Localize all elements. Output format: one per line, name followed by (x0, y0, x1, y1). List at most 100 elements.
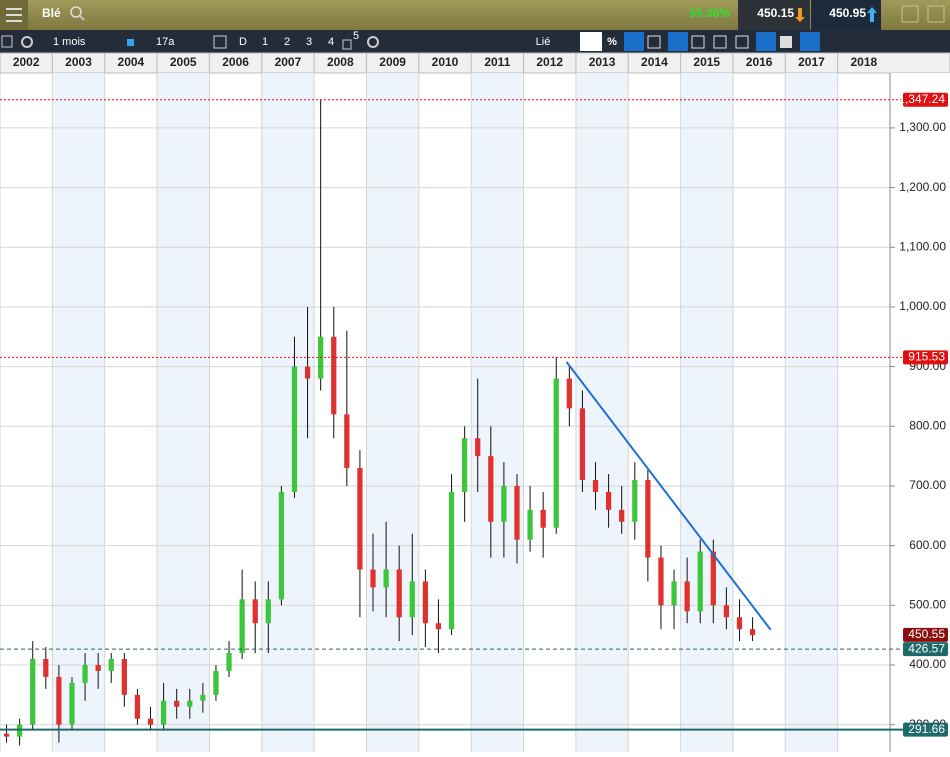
candle-body (448, 491, 455, 630)
search-icon[interactable] (70, 6, 85, 21)
grid-button[interactable] (1, 35, 13, 48)
range-button[interactable]: D (239, 36, 247, 48)
tool-button[interactable] (756, 32, 776, 51)
x-tick-label: 2013 (589, 55, 616, 69)
calendar-button[interactable] (213, 35, 227, 49)
tool-button[interactable] (668, 32, 688, 51)
y-tick-label: 1,200.00 (899, 180, 946, 194)
level-tag (903, 350, 948, 365)
percent-button[interactable]: % (607, 36, 617, 48)
candle-body (344, 414, 350, 469)
candle-body (331, 336, 337, 415)
print-button[interactable] (780, 36, 792, 48)
tool-buttons (580, 32, 820, 51)
x-tick-label: 2004 (118, 55, 145, 69)
candle-body (370, 569, 376, 588)
candle-body (684, 581, 690, 612)
range-button[interactable]: 3 (306, 36, 312, 48)
candle-body (710, 551, 716, 606)
y-tick-label: 700.00 (909, 478, 946, 492)
x-tick-label: 2017 (798, 55, 825, 69)
settings-button[interactable] (21, 36, 33, 48)
link-select[interactable]: Lié (536, 36, 551, 48)
tool-button[interactable] (647, 35, 661, 49)
x-tick-label: 2014 (641, 55, 668, 69)
candle-body (134, 694, 141, 719)
range-select[interactable]: 17a (156, 36, 175, 48)
candle-body (383, 569, 389, 588)
period-select[interactable]: 1 mois (53, 36, 86, 48)
candle-body (95, 664, 101, 671)
tool-button[interactable] (691, 35, 705, 49)
x-tick-label: 2005 (170, 55, 197, 69)
candle-body (56, 676, 62, 725)
candle-body (527, 509, 533, 540)
y-tick-label: 1,300.00 (899, 120, 946, 134)
candle-body (174, 700, 180, 707)
range-button[interactable]: 2 (284, 36, 290, 48)
year-band (680, 73, 733, 752)
candle-body (30, 659, 36, 725)
candle-body (396, 569, 402, 618)
candle-body (553, 378, 559, 528)
y-tick-label: 400.00 (909, 657, 946, 671)
level-tag (903, 722, 948, 737)
trendline (565, 361, 772, 631)
windows-count: 5 (353, 30, 359, 42)
candle-body (226, 653, 232, 671)
up-arrow (867, 7, 877, 22)
tool-button[interactable] (735, 35, 749, 49)
chart-settings-button[interactable] (367, 36, 379, 48)
y-tick-label: 1,100.00 (899, 239, 946, 253)
bid-price: 450.15 (757, 6, 794, 20)
x-tick-label: 2007 (275, 55, 302, 69)
lock-icon[interactable] (127, 39, 134, 46)
toolbar (0, 30, 950, 53)
candle-body (304, 366, 311, 379)
windows-button[interactable] (342, 39, 352, 50)
candle-body (265, 599, 271, 624)
x-tick-label: 2015 (693, 55, 720, 69)
range-button[interactable]: 1 (262, 36, 268, 48)
level-label: 1,347.24 (898, 92, 945, 106)
level-label: 450.55 (908, 627, 945, 641)
candle-body (514, 485, 520, 540)
year-band (785, 73, 838, 752)
tool-button[interactable] (624, 32, 644, 51)
close-button[interactable] (927, 5, 945, 23)
ask-box[interactable] (811, 0, 881, 30)
down-arrow (795, 8, 805, 22)
level-tag (903, 92, 948, 107)
plot-area (0, 73, 890, 752)
candle-body (619, 509, 625, 522)
tool-button[interactable] (580, 32, 602, 51)
candle-body (605, 491, 612, 510)
candle-body (213, 670, 219, 695)
candle-body (749, 629, 756, 636)
candle-body (409, 581, 415, 618)
candle-body (435, 623, 442, 630)
candle-body (632, 479, 638, 522)
candle-body (187, 700, 193, 707)
candle-body (422, 581, 428, 624)
tool-button[interactable] (800, 32, 820, 51)
candle-body (592, 479, 599, 492)
candle-body (147, 718, 154, 725)
level-label: 915.53 (908, 350, 945, 364)
tool-button[interactable] (713, 35, 727, 49)
level-label: 291.66 (908, 722, 945, 736)
instrument-title: Blé (42, 6, 61, 20)
candle-body (291, 366, 298, 492)
x-tick-label: 2002 (13, 55, 40, 69)
range-button[interactable]: 4 (328, 36, 334, 48)
candle-body (488, 456, 494, 522)
candle-body (43, 659, 49, 677)
x-tick-label: 2008 (327, 55, 354, 69)
y-tick-label: 800.00 (909, 418, 946, 432)
candle-body (723, 605, 730, 618)
candle-body (697, 551, 703, 612)
x-tick-label: 2009 (379, 55, 406, 69)
detach-button[interactable] (901, 5, 919, 23)
year-band (157, 73, 210, 752)
